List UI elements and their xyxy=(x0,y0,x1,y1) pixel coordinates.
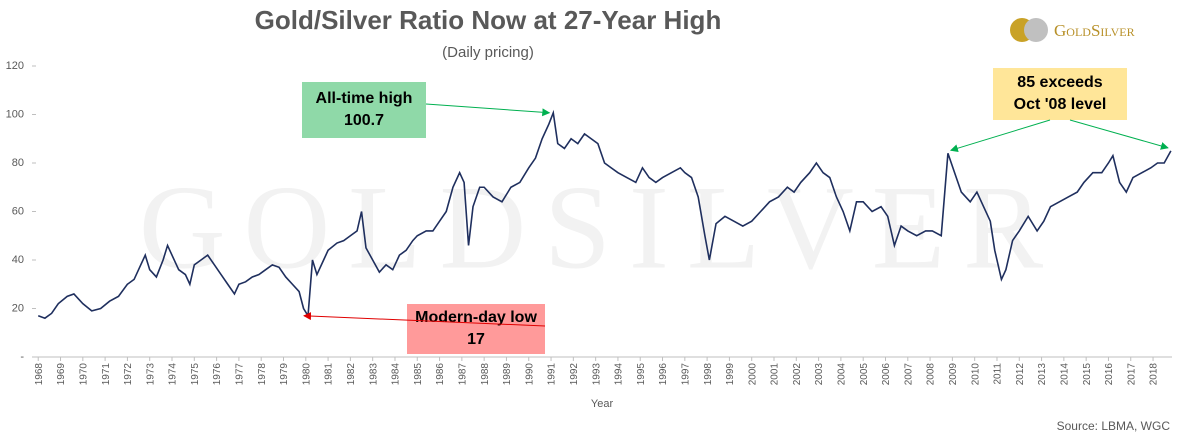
x-tick-label: 1983 xyxy=(368,363,379,386)
x-tick-label: 2006 xyxy=(881,363,892,386)
annotation-arrow xyxy=(303,312,546,327)
x-tick-label: 2010 xyxy=(970,363,981,386)
x-tick-label: 2016 xyxy=(1104,363,1115,386)
x-tick-label: 1980 xyxy=(301,363,312,386)
x-tick-label: 1981 xyxy=(324,363,335,386)
x-tick-label: 2001 xyxy=(770,363,781,386)
x-tick-label: 2012 xyxy=(1015,363,1026,386)
x-tick-label: 2013 xyxy=(1037,363,1048,386)
x-axis-label: Year xyxy=(591,398,614,410)
chart-subtitle: (Daily pricing) xyxy=(442,44,534,61)
x-tick-label: 1973 xyxy=(145,363,156,386)
x-tick-label: 2008 xyxy=(926,363,937,386)
x-tick-label: 1995 xyxy=(636,363,647,386)
annotation-text: 100.7 xyxy=(344,112,384,129)
source: Source: LBMA, WGC xyxy=(1057,419,1171,433)
y-tick-label: 120 xyxy=(6,60,24,72)
annotation-box xyxy=(302,82,426,138)
x-tick-label: 1996 xyxy=(658,363,669,386)
annotation-box xyxy=(407,304,545,354)
x-tick-label: 1977 xyxy=(235,363,246,386)
x-tick-label: 2018 xyxy=(1149,363,1160,386)
x-tick-label: 1986 xyxy=(435,363,446,386)
annotation-text: Modern-day low xyxy=(415,309,537,326)
x-tick-label: 1971 xyxy=(101,363,112,386)
x-tick-label: 1992 xyxy=(569,363,580,386)
x-tick-label: 2011 xyxy=(993,363,1004,385)
x-tick-label: 1978 xyxy=(257,363,268,386)
annotation-arrow xyxy=(1069,119,1169,150)
x-tick-label: 1979 xyxy=(279,363,290,386)
x-tick-label: 2000 xyxy=(747,363,758,386)
y-tick-label: 80 xyxy=(12,157,24,169)
x-tick-label: 2009 xyxy=(948,363,959,386)
x-tick-label: 1993 xyxy=(591,363,602,386)
y-tick-label: 20 xyxy=(12,302,24,314)
annotation-text: 85 exceeds xyxy=(1017,74,1103,91)
x-tick-label: 2015 xyxy=(1082,363,1093,386)
x-tick-label: 1987 xyxy=(458,363,469,386)
annotation-text: All-time high xyxy=(316,90,413,107)
x-tick-label: 1976 xyxy=(212,363,223,386)
annotation-arrow xyxy=(425,103,551,117)
logo-text: GoldSilver xyxy=(1054,21,1135,40)
x-tick-label: 1984 xyxy=(391,363,402,386)
x-tick-label: 1974 xyxy=(168,363,179,386)
x-tick-label: 2004 xyxy=(837,363,848,386)
annotation-text: 17 xyxy=(467,331,485,348)
x-tick-label: 1969 xyxy=(56,363,67,386)
data-line xyxy=(37,109,1172,320)
x-tick-label: 1975 xyxy=(190,363,201,386)
y-tick-label: 100 xyxy=(6,108,24,120)
chart-title: Gold/Silver Ratio Now at 27-Year High xyxy=(255,5,722,35)
x-tick-label: 1982 xyxy=(346,363,357,386)
x-tick-label: 1970 xyxy=(78,363,89,386)
x-tick-label: 1989 xyxy=(502,363,513,386)
x-tick-label: 1968 xyxy=(34,363,45,386)
x-tick-label: 2017 xyxy=(1126,363,1137,386)
annotation-arrow xyxy=(949,119,1051,153)
annotation-box xyxy=(993,68,1127,120)
x-tick-label: 2007 xyxy=(903,363,914,386)
annotation-text: Oct '08 level xyxy=(1014,96,1107,113)
x-tick-label: 2002 xyxy=(792,363,803,386)
x-tick-label: 2014 xyxy=(1060,363,1071,386)
x-tick-label: 1994 xyxy=(614,363,625,386)
x-tick-label: 1972 xyxy=(123,363,134,386)
x-tick-label: 2005 xyxy=(859,363,870,386)
y-tick-label: 60 xyxy=(12,205,24,217)
watermark: GoldSilver xyxy=(139,161,1061,294)
x-tick-label: 1999 xyxy=(725,363,736,386)
x-tick-label: 1985 xyxy=(413,363,424,386)
logo-coin xyxy=(1024,18,1048,42)
x-tick-label: 1988 xyxy=(480,363,491,386)
x-tick-label: 1997 xyxy=(680,363,691,386)
y-tick-label: 40 xyxy=(12,254,24,266)
x-tick-label: 1990 xyxy=(524,363,535,386)
x-tick-label: 1991 xyxy=(547,363,558,386)
x-tick-label: 2003 xyxy=(814,363,825,386)
x-tick-label: 1998 xyxy=(703,363,714,386)
y-tick-label: - xyxy=(20,351,24,363)
